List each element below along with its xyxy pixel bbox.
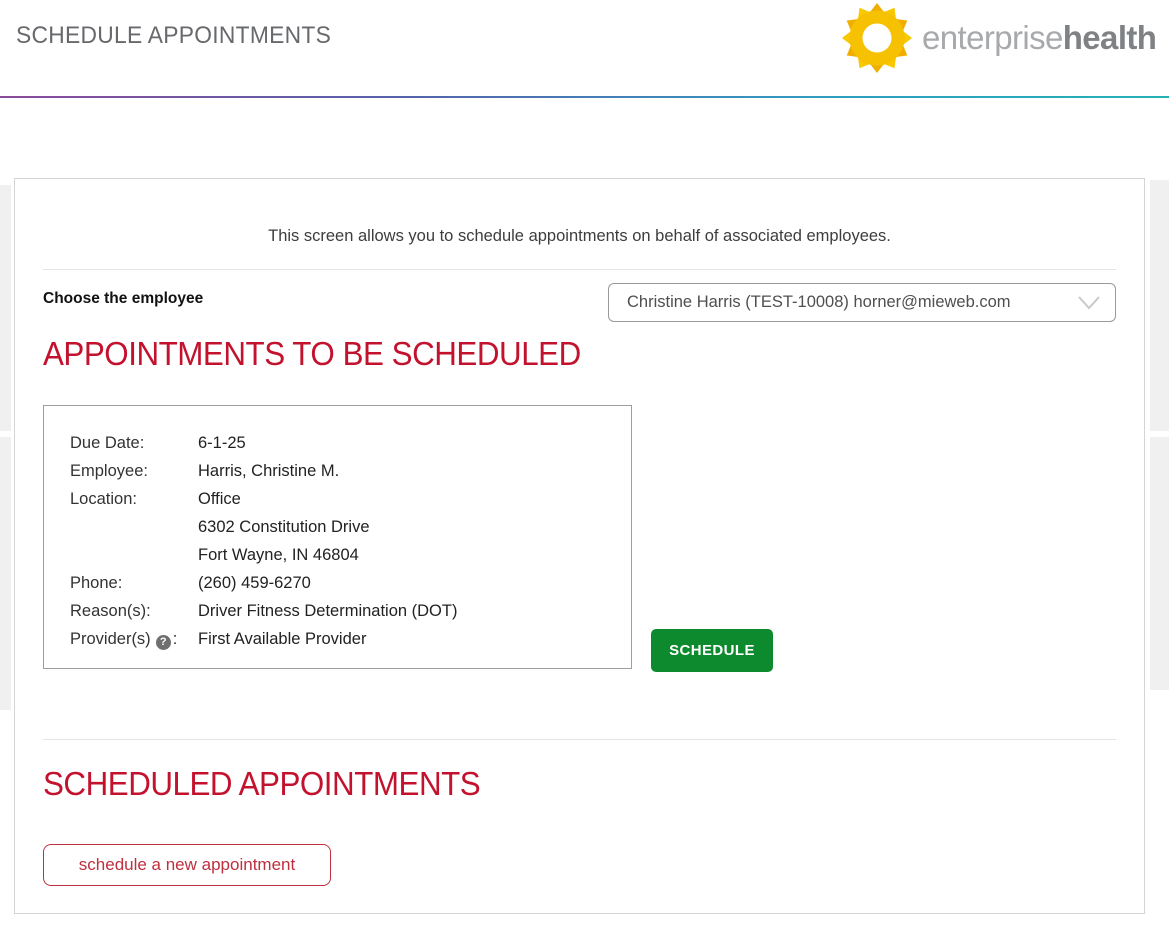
appointment-field-row: Provider(s)?: First Available Provider (70, 625, 631, 653)
field-value: Harris, Christine M. (198, 462, 340, 480)
field-value: Office (198, 490, 241, 508)
section-divider-bottom (43, 739, 1116, 740)
field-value: Driver Fitness Determination (DOT) (198, 602, 458, 620)
section-divider-top (43, 269, 1116, 270)
brand-wordmark: enterprisehealth (922, 19, 1157, 57)
provider-help-icon[interactable]: ? (155, 634, 171, 650)
sunflower-logo-icon (842, 3, 912, 73)
brand-wordmark-bold: health (1062, 19, 1157, 56)
field-label: Location: (70, 490, 137, 508)
appointments-to-be-scheduled-heading: APPOINTMENTS TO BE SCHEDULED (43, 335, 581, 372)
schedule-card: This screen allows you to schedule appoi… (14, 178, 1145, 914)
clipped-panel-left-bottom (0, 437, 11, 710)
scheduled-appointments-heading: SCHEDULED APPOINTMENTS (43, 765, 481, 802)
field-label: Employee: (70, 462, 148, 480)
field-label: Provider(s)?: (70, 630, 178, 650)
appointment-details-box: Due Date: 6-1-25 Employee: Harris, Chris… (43, 405, 632, 669)
appointment-field-row: Fort Wayne, IN 46804 (70, 541, 631, 569)
field-value: (260) 459-6270 (198, 574, 311, 592)
schedule-button[interactable]: SCHEDULE (651, 629, 773, 672)
clipped-panel-left-top (0, 185, 11, 431)
employee-select[interactable]: Christine Harris (TEST-10008) horner@mie… (608, 283, 1116, 322)
page-title: SCHEDULE APPOINTMENTS (16, 22, 332, 49)
field-label (70, 513, 198, 541)
intro-text: This screen allows you to schedule appoi… (268, 227, 891, 245)
appointment-field-row: Phone: (260) 459-6270 (70, 569, 631, 597)
field-label: Due Date: (70, 434, 145, 452)
field-value: 6-1-25 (198, 434, 246, 452)
header-divider (0, 96, 1169, 98)
appointment-field-row: Location: Office (70, 485, 631, 513)
appointment-field-row: Due Date: 6-1-25 (70, 429, 631, 457)
field-label: Reason(s): (70, 602, 151, 620)
chevron-down-icon (1078, 296, 1100, 310)
clipped-panel-right-top (1150, 180, 1169, 431)
field-label (70, 541, 198, 569)
appointment-field-row: 6302 Constitution Drive (70, 513, 631, 541)
field-value: Fort Wayne, IN 46804 (198, 546, 359, 564)
schedule-new-appointment-button[interactable]: schedule a new appointment (43, 844, 331, 886)
brand-logo: enterprisehealth (840, 2, 1157, 74)
brand-wordmark-light: enterprise (922, 19, 1063, 56)
choose-employee-label: Choose the employee (43, 290, 204, 307)
field-value: 6302 Constitution Drive (198, 518, 370, 536)
field-value: First Available Provider (198, 630, 367, 648)
employee-select-value: Christine Harris (TEST-10008) horner@mie… (627, 293, 1011, 311)
field-label: Phone: (70, 574, 123, 592)
clipped-panel-right-bottom (1150, 437, 1169, 690)
appointment-field-row: Reason(s): Driver Fitness Determination … (70, 597, 631, 625)
appointment-field-row: Employee: Harris, Christine M. (70, 457, 631, 485)
